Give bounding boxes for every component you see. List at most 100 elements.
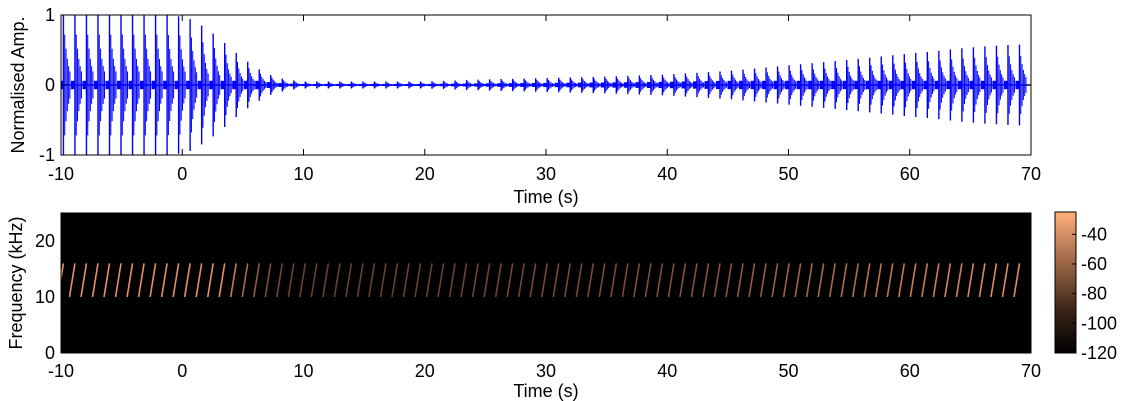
spectrogram-chirp [103,263,111,298]
spectrogram-chirp [644,263,652,298]
waveform-pulse [669,74,681,96]
spectrogram-plot-area [61,213,1031,353]
waveform-x-tick-label: 60 [900,164,920,184]
pulse-noise [980,80,985,90]
waveform-pulse [82,15,94,155]
spectrogram-chirp [287,263,295,298]
spectrogram-chirp [540,263,549,298]
spectrogram-chirp [460,263,468,298]
waveform-pulse [934,50,946,120]
pulse-noise [520,83,525,87]
pulse-noise [128,80,133,90]
pulse-noise [808,80,813,90]
pulse-noise [715,80,720,90]
colorbar-tick-label: -80 [1081,284,1107,304]
waveform-pulse [105,15,117,155]
waveform-x-tick-label: 40 [657,164,677,184]
waveform-pulse [393,81,405,89]
waveform-pulse [70,15,82,155]
pulse-noise [946,80,951,90]
spectrogram-chirp [725,263,733,298]
waveform-pulse [681,73,693,97]
pulse-noise [554,82,559,88]
waveform-pulse [554,77,566,93]
spectrogram-chirp [414,263,422,298]
pulse-noise [692,81,697,89]
waveform-pulse [220,43,232,127]
spectrogram-chirp [276,263,284,298]
waveform-pulse [969,47,981,123]
pulse-noise [911,80,916,90]
spectrogram-chirp [782,263,790,298]
waveform-pulse [266,75,278,95]
waveform-y-axis-label: Normalised Amp. [8,16,28,153]
waveform-pulse [865,57,877,113]
spectrogram-chirp [529,263,537,298]
waveform-pulse [842,60,854,110]
spectrogram-chirp [898,263,906,298]
spectrogram-chirp [218,263,226,298]
waveform-x-tick-label: 70 [1021,164,1041,184]
pulse-noise [93,80,98,90]
waveform-panel: -10 0 10 20 30 40 50 60 70 -101 Time (s) Normali… [8,5,1041,207]
spectrogram-chirp [114,263,122,298]
pulse-noise [1015,80,1020,90]
spectrogram-chirp [1013,263,1021,298]
pulse-noise [969,80,974,90]
pulse-noise [750,80,755,90]
spectrogram-chirp [771,263,779,298]
spectrogram-chirp [241,263,249,298]
spectrogram-chirp [299,263,307,298]
waveform-pulse [428,81,440,89]
pulse-noise [600,82,605,88]
pulse-noise [762,80,767,90]
waveform-trace [61,15,1031,155]
spectrogram-chirp [1001,263,1009,298]
pulse-noise [70,80,75,90]
spectrogram-chirp [379,263,387,298]
spectrogram-chirp [229,263,237,298]
waveform-x-tick-label: 20 [415,164,435,184]
spectrogram-chirp [863,263,871,298]
pulse-noise [347,83,352,87]
spectrogram-y-tick-label: 10 [35,287,55,307]
waveform-pulse [404,81,416,89]
spectrogram-chirp [402,263,410,298]
waveform-y-ticks: -1 0 1 [39,5,1031,165]
spectrogram-chirp [552,263,560,298]
waveform-pulse [785,65,797,105]
pulse-noise [1003,80,1008,90]
spectrogram-chirp [68,263,76,298]
waveform-pulse [485,79,497,91]
spectrogram-chirp [702,263,710,298]
spectrogram-chirp [137,263,145,298]
spectrogram-x-tick-label: 0 [177,361,187,381]
spectrogram-chirp [264,263,272,298]
colorbar-tick-label: -60 [1081,254,1107,274]
colorbar-gradient [1054,211,1077,354]
spectrogram-x-axis-label: Time (s) [513,381,578,401]
pulse-noise [140,80,145,90]
waveform-pulse [980,46,992,124]
spectrogram-chirp [851,263,860,298]
waveform-x-axis-label: Time (s) [513,187,578,207]
waveform-pulse [957,48,969,122]
waveform-pulse [808,63,820,107]
waveform-pulse [520,78,532,92]
waveform-pulse [727,70,739,100]
pulse-noise [658,81,663,89]
pulse-noise [278,83,283,87]
waveform-pulse [635,75,647,95]
waveform-pulse [854,58,866,112]
spectrogram-chirp [356,263,364,298]
spectrogram-chirp [794,263,802,298]
spectrogram-chirp [425,263,433,298]
waveform-pulse [715,71,727,99]
waveform-x-tick-label: -10 [48,164,74,184]
pulse-noise [439,83,444,87]
spectrogram-chirp [391,263,399,298]
pulse-noise [209,80,214,90]
spectrogram-chirp [172,263,180,298]
pulse-noise [335,83,340,87]
